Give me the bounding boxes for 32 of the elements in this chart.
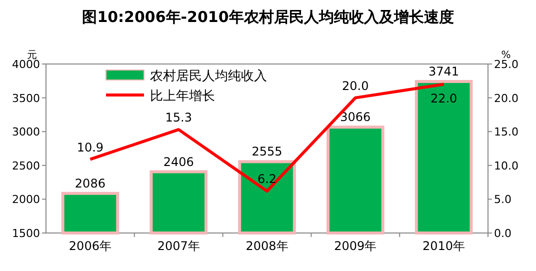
data-label: 20.0 <box>342 78 369 93</box>
y-tick-label: 2000 <box>12 193 40 206</box>
y2-tick-label: 20.0 <box>494 92 518 105</box>
y2-tick-label: 15.0 <box>494 126 518 139</box>
data-label: 2406 <box>163 154 194 169</box>
y-tick-label: 4000 <box>12 58 40 71</box>
data-label: 6.2 <box>257 172 277 186</box>
y-axis-title: 元 <box>27 50 37 61</box>
y-tick-label: 1500 <box>12 227 40 240</box>
data-label: 2086 <box>74 176 106 190</box>
y2-tick-label: 25.0 <box>494 58 518 71</box>
y2-tick-label: 5.0 <box>494 193 512 206</box>
y-tick-label: 3500 <box>12 92 40 105</box>
data-label: 15.3 <box>165 110 192 125</box>
y2-tick-label: 0.0 <box>494 227 512 240</box>
x-tick-label: 2007年 <box>157 239 200 253</box>
x-tick-label: 2009年 <box>334 239 377 253</box>
data-label: 22.0 <box>430 91 458 106</box>
y-tick-label: 2500 <box>12 159 40 172</box>
x-tick-label: 2010年 <box>422 239 466 253</box>
x-tick-label: 2006年 <box>68 239 112 253</box>
data-label: 3066 <box>340 110 371 124</box>
y-tick-label: 3000 <box>12 126 40 139</box>
legend-label: 比上年增长 <box>150 89 215 104</box>
data-label: 3741 <box>428 64 460 79</box>
legend-label: 农村居民人均纯收入 <box>150 69 267 84</box>
data-label: 10.9 <box>76 140 104 154</box>
y2-axis-title: % <box>501 50 511 61</box>
data-label: 2555 <box>252 144 282 159</box>
chart-title: 图10:2006年-2010年农村居民人均纯收入及增长速度 <box>82 8 454 26</box>
y2-tick-label: 10.0 <box>494 159 518 172</box>
x-tick-label: 2008年 <box>246 239 288 253</box>
